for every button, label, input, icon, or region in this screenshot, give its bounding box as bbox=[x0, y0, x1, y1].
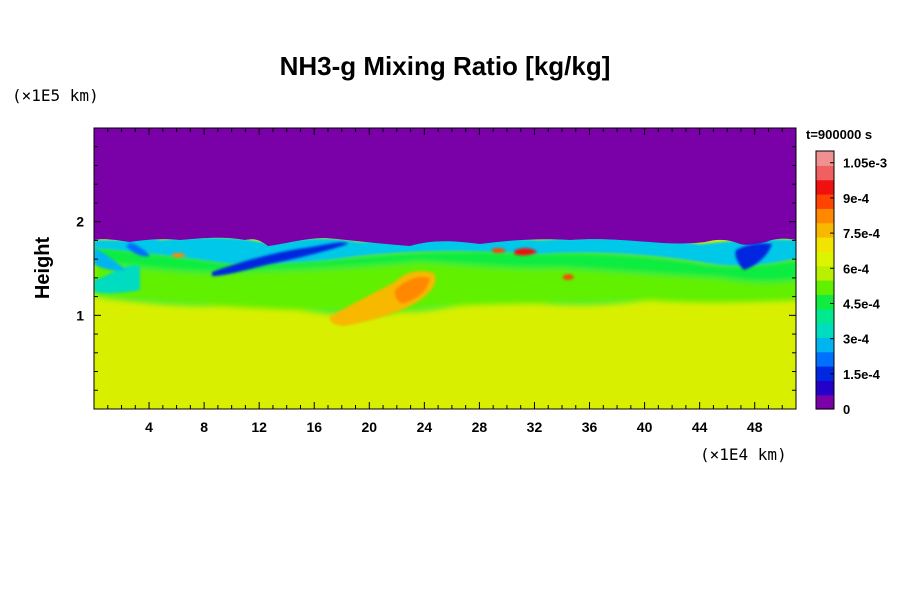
x-tick-label: 28 bbox=[472, 419, 488, 435]
x-axis-tick-labels: 4 8 12 16 20 24 28 32 36 40 44 48 bbox=[145, 419, 763, 435]
colorbar-swatch bbox=[816, 237, 834, 252]
x-tick-label: 44 bbox=[692, 419, 708, 435]
chart-title: NH3-g Mixing Ratio [kg/kg] bbox=[280, 51, 611, 81]
x-tick-label: 24 bbox=[417, 419, 433, 435]
colorbar: 0 1.5e-4 3e-4 4.5e-4 6e-4 7.5e-4 9e-4 1.05e-3 bbox=[815, 150, 887, 417]
y-axis-label: Height bbox=[32, 237, 54, 300]
colorbar-swatch bbox=[816, 380, 834, 396]
colorbar-swatch bbox=[816, 351, 834, 367]
field-layer-top bbox=[94, 128, 796, 246]
x-tick-label: 48 bbox=[747, 419, 763, 435]
colorbar-swatch bbox=[816, 308, 834, 324]
colorbar-swatch bbox=[816, 394, 834, 410]
colorbar-tick-label: 9e-4 bbox=[843, 191, 870, 206]
colorbar-frame bbox=[815, 150, 835, 410]
x-tick-label: 32 bbox=[527, 419, 543, 435]
y-tick-label: 2 bbox=[76, 214, 84, 230]
x-tick-label: 20 bbox=[362, 419, 378, 435]
colorbar-swatch bbox=[816, 366, 834, 381]
colorbar-tick-label: 0 bbox=[843, 402, 850, 417]
colorbar-tick-label: 1.5e-4 bbox=[843, 367, 881, 382]
y-axis-ticks bbox=[94, 146, 796, 391]
colorbar-swatch bbox=[816, 208, 834, 224]
x-unit-label: (×1E4 km) bbox=[700, 445, 787, 464]
colorbar-tick-label: 4.5e-4 bbox=[843, 296, 881, 311]
colorbar-tick-label: 1.05e-3 bbox=[843, 156, 887, 171]
colorbar-swatch bbox=[816, 265, 834, 281]
colorbar-tick-label: 6e-4 bbox=[843, 261, 870, 276]
y-axis-tick-labels: 12 bbox=[76, 214, 84, 324]
x-tick-label: 8 bbox=[200, 419, 208, 435]
colorbar-tick-label: 7.5e-4 bbox=[843, 226, 881, 241]
colorbar-swatch bbox=[816, 251, 834, 267]
colorbar-swatch bbox=[816, 280, 834, 295]
x-tick-label: 16 bbox=[306, 419, 322, 435]
x-tick-label: 12 bbox=[251, 419, 267, 435]
heatmap-field bbox=[94, 128, 796, 409]
colorbar-swatch bbox=[816, 151, 834, 166]
colorbar-swatch bbox=[816, 294, 834, 310]
x-tick-label: 40 bbox=[637, 419, 653, 435]
colorbar-tick-label: 3e-4 bbox=[843, 332, 870, 347]
colorbar-swatch bbox=[816, 323, 834, 338]
time-label: t=900000 s bbox=[806, 127, 872, 142]
colorbar-swatch bbox=[816, 179, 834, 195]
field-features bbox=[126, 242, 772, 326]
colorbar-swatch bbox=[816, 194, 834, 209]
y-tick-label: 1 bbox=[76, 307, 84, 323]
y-unit-label: (×1E5 km) bbox=[12, 86, 99, 105]
x-tick-label: 4 bbox=[145, 419, 153, 435]
colorbar-swatch bbox=[816, 222, 834, 238]
x-tick-label: 36 bbox=[582, 419, 598, 435]
plot-frame bbox=[93, 127, 797, 410]
colorbar-swatch bbox=[816, 165, 834, 181]
x-axis-ticks bbox=[107, 128, 783, 409]
colorbar-swatch bbox=[816, 337, 834, 353]
